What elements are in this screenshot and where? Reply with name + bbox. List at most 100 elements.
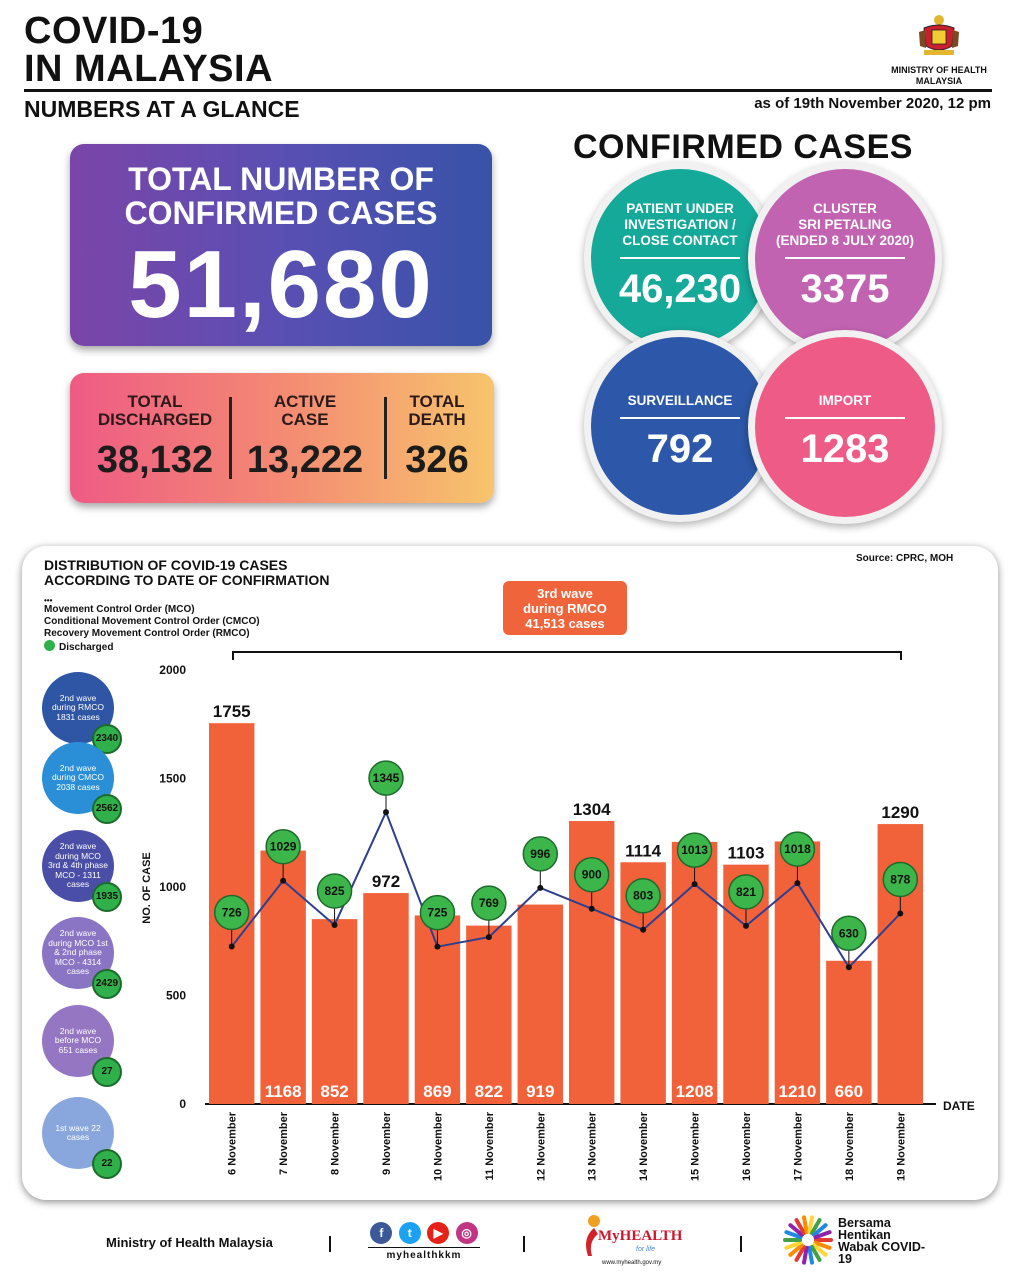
bersama-logo: Bersama Hentikan Wabak COVID-19 bbox=[782, 1214, 925, 1271]
bar-value-label: 1168 bbox=[265, 1082, 302, 1101]
pui-label-3: CLOSE CONTACT bbox=[622, 233, 738, 248]
instagram-icon[interactable]: ◎ bbox=[455, 1222, 478, 1244]
third-wave-line-3: 41,513 cases bbox=[525, 616, 605, 631]
x-tick-label: 6 November bbox=[227, 1111, 239, 1175]
bar bbox=[260, 850, 306, 1104]
third-wave-badge: 3rd wave during RMCO 41,513 cases bbox=[503, 581, 627, 635]
discharged-value-label: 630 bbox=[839, 926, 859, 940]
sunburst-ray bbox=[802, 1245, 809, 1265]
y-axis-label: NO. OF CASE bbox=[141, 852, 153, 924]
wave-discharged-badge: 27 bbox=[92, 1057, 122, 1087]
title-line-2: IN MALAYSIA bbox=[24, 48, 274, 90]
x-tick-label: 12 November bbox=[535, 1111, 547, 1181]
bar bbox=[363, 893, 409, 1104]
discharged-bubble bbox=[573, 856, 610, 893]
x-axis-label: DATE bbox=[943, 1099, 975, 1113]
discharged-value-label: 878 bbox=[890, 872, 910, 886]
discharged-bubble bbox=[471, 885, 507, 921]
bar bbox=[466, 925, 512, 1104]
discharged-bubble bbox=[882, 861, 919, 898]
page-title: COVID-19 IN MALAYSIA bbox=[24, 12, 344, 88]
y-tick-label: 500 bbox=[166, 989, 186, 1003]
total-label-line-2: CONFIRMED CASES bbox=[124, 195, 438, 231]
third-wave-bracket bbox=[232, 651, 902, 660]
myhealth-figure-icon bbox=[586, 1215, 600, 1256]
discharged-value-label: 1013 bbox=[681, 843, 708, 857]
discharged-value-label: 825 bbox=[325, 884, 345, 898]
pui-rule bbox=[620, 257, 740, 259]
ministry-logo: MINISTRY OF HEALTH MALAYSIA bbox=[880, 12, 998, 87]
pui-circle: PATIENT UNDER INVESTIGATION / CLOSE CONT… bbox=[584, 162, 776, 354]
page-subtitle: NUMBERS AT A GLANCE bbox=[24, 96, 300, 122]
sunburst-ray bbox=[802, 1215, 809, 1235]
bar-value-label: 869 bbox=[423, 1082, 451, 1101]
discharged-value-label: 726 bbox=[222, 905, 242, 919]
discharged-value-label: 821 bbox=[736, 885, 756, 899]
social-handle: myhealthkkm bbox=[368, 1247, 480, 1261]
discharged-bubble bbox=[676, 832, 713, 868]
footer-separator bbox=[329, 1236, 331, 1252]
bar bbox=[311, 919, 358, 1104]
bar-value-label: 852 bbox=[320, 1082, 348, 1101]
twitter-icon[interactable]: t bbox=[398, 1222, 421, 1244]
sunburst-ray bbox=[807, 1245, 814, 1265]
active-stat: ACTIVE CASE 13,222 bbox=[234, 393, 376, 491]
youtube-icon[interactable]: ▶ bbox=[427, 1222, 450, 1244]
bar-value-label: 972 bbox=[372, 872, 400, 891]
discharged-bubble bbox=[265, 828, 301, 865]
coat-of-arms-icon bbox=[919, 15, 959, 55]
bar-value-label: 1210 bbox=[779, 1082, 817, 1101]
bar-value-label: 1755 bbox=[213, 702, 251, 721]
x-tick-label: 8 November bbox=[330, 1111, 342, 1175]
y-tick-label: 2000 bbox=[159, 663, 186, 677]
legend-rmco: Recovery Movement Control Order (RMCO) bbox=[44, 628, 250, 639]
facebook-icon[interactable]: f bbox=[370, 1222, 393, 1244]
discharged-bubble bbox=[419, 894, 456, 931]
chart-legend: ••• Movement Control Order (MCO) Conditi… bbox=[44, 597, 260, 654]
total-confirmed-label: TOTAL NUMBER OF CONFIRMED CASES bbox=[70, 162, 492, 230]
total-label-line-1: TOTAL NUMBER OF bbox=[128, 161, 434, 197]
sunburst-ray bbox=[810, 1244, 822, 1262]
pui-label-1: PATIENT UNDER bbox=[626, 201, 734, 216]
bar-value-label: 660 bbox=[835, 1082, 863, 1101]
discharged-bubble bbox=[728, 874, 764, 910]
x-tick-label: 15 November bbox=[690, 1111, 702, 1181]
cluster-label-1: CLUSTER bbox=[813, 201, 877, 216]
x-tick-label: 11 November bbox=[484, 1111, 496, 1180]
wave-summary-item: 2nd wave during MCO 3rd & 4th phase MCO … bbox=[42, 830, 122, 912]
footer-ministry: Ministry of Health Malaysia bbox=[106, 1235, 273, 1250]
import-value: 1283 bbox=[800, 427, 890, 471]
y-tick-label: 1500 bbox=[159, 772, 186, 786]
x-tick-label: 19 November bbox=[895, 1111, 907, 1181]
chart-title: DISTRIBUTION OF COVID-19 CASES ACCORDING… bbox=[44, 558, 329, 588]
x-tick-label: 14 November bbox=[638, 1111, 650, 1181]
surveillance-label: SURVEILLANCE bbox=[627, 393, 733, 408]
death-label-1: TOTAL bbox=[409, 392, 465, 411]
bar-value-label: 822 bbox=[475, 1082, 503, 1101]
surveillance-value: 792 bbox=[646, 427, 714, 471]
legend-dots: ••• bbox=[44, 596, 53, 605]
chart-title-line-2: ACCORDING TO DATE OF CONFIRMATION bbox=[44, 572, 330, 588]
bar bbox=[517, 904, 563, 1104]
import-rule bbox=[785, 417, 905, 419]
y-tick-label: 1000 bbox=[159, 880, 186, 894]
cluster-value: 3375 bbox=[800, 267, 890, 311]
x-tick-label: 10 November bbox=[432, 1111, 444, 1181]
wave-discharged-badge: 22 bbox=[92, 1149, 122, 1179]
stats-card: TOTAL DISCHARGED 38,132 ACTIVE CASE 13,2… bbox=[70, 373, 494, 503]
x-tick-label: 9 November bbox=[381, 1111, 393, 1175]
discharged-dot-icon bbox=[44, 640, 55, 651]
import-label: IMPORT bbox=[818, 393, 872, 408]
ministry-name-1: MINISTRY OF HEALTH bbox=[891, 65, 987, 75]
myhealth-url: www.myhealth.gov.my bbox=[602, 1260, 662, 1266]
sunburst-ray bbox=[812, 1243, 828, 1257]
surveillance-rule bbox=[620, 417, 740, 419]
confirmed-cases-title: CONFIRMED CASES bbox=[573, 128, 913, 166]
discharged-value-label: 725 bbox=[427, 906, 447, 920]
discharged-bubble bbox=[316, 873, 353, 909]
discharged-value-label: 803 bbox=[633, 889, 653, 903]
sunburst-ray bbox=[810, 1218, 822, 1236]
active-label-2: CASE bbox=[281, 410, 329, 429]
pui-label-2: INVESTIGATION / bbox=[624, 217, 736, 232]
